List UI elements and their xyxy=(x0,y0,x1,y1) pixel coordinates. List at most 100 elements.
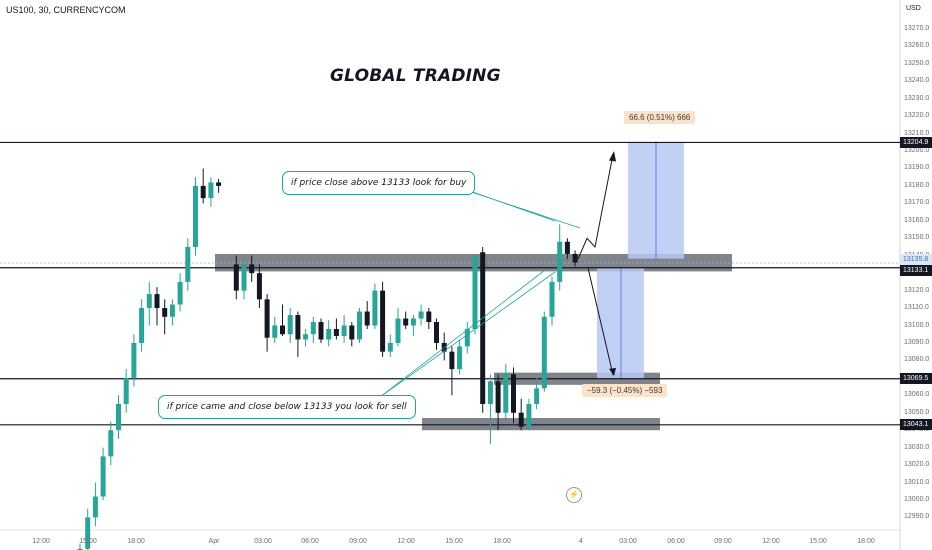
candle-body xyxy=(395,318,401,343)
candle-body xyxy=(318,322,324,340)
price-line-label: 13043.1 xyxy=(900,419,932,431)
price-tick-label: 13030.0 xyxy=(904,443,930,451)
long-position-measure: 66.6 (0.51%) 666 xyxy=(624,111,696,124)
sell-callout-connector-2 xyxy=(379,271,556,398)
candle-body xyxy=(333,328,339,336)
price-tick-label: 13080.0 xyxy=(904,356,930,364)
candle-body xyxy=(208,182,214,199)
candle-body xyxy=(364,311,370,326)
candle-body xyxy=(216,182,222,186)
candle-body xyxy=(534,388,540,405)
candle-body xyxy=(116,404,121,431)
price-tick-label: 13240.0 xyxy=(904,77,930,85)
candle-body xyxy=(357,311,362,340)
candle-body xyxy=(310,322,316,335)
candle-body xyxy=(287,315,293,335)
time-tick-label: 09:00 xyxy=(714,538,732,545)
price-tick-label: 13090.0 xyxy=(904,338,930,346)
candle-body xyxy=(264,299,270,338)
time-tick-label: 06:00 xyxy=(301,538,319,545)
sell-callout[interactable]: if price came and close below 13133 you … xyxy=(158,395,416,419)
time-tick-label: 15:00 xyxy=(809,538,827,545)
price-tick-label: 13230.0 xyxy=(904,94,930,102)
candle-body xyxy=(449,351,455,370)
price-tick-label: 13060.0 xyxy=(904,391,930,399)
candle-body xyxy=(272,325,278,338)
sell-arrow-head xyxy=(609,367,616,376)
price-line-label: 13133.1 xyxy=(900,265,932,277)
price-tick-label: 13050.0 xyxy=(904,408,930,416)
candle-body xyxy=(480,252,486,405)
price-tick-label: 12990.0 xyxy=(904,513,930,521)
candle-body xyxy=(511,374,516,413)
price-tick-label: 13120.0 xyxy=(904,286,930,294)
sell-projection-path xyxy=(587,267,614,375)
candle-body xyxy=(233,264,239,291)
buy-callout[interactable]: if price close above 13133 look for buy xyxy=(282,171,476,195)
time-tick-label: 15:00 xyxy=(79,538,97,545)
candle-body xyxy=(146,294,152,309)
price-tick-label: 13020.0 xyxy=(904,461,930,469)
candle-body xyxy=(418,311,424,319)
time-tick-label: 03:00 xyxy=(254,538,272,545)
currency-label: USD xyxy=(906,5,921,12)
candle-body xyxy=(280,325,285,335)
candle-body xyxy=(410,318,416,326)
candle-body xyxy=(123,377,129,405)
buy-arrow-head xyxy=(609,151,616,162)
candle-body xyxy=(131,342,137,378)
candle-body xyxy=(162,308,168,317)
price-tick-label: 13210.0 xyxy=(904,129,930,137)
candle-body xyxy=(349,325,355,340)
candle-body xyxy=(518,412,524,427)
candle-body xyxy=(241,264,247,291)
candle-body xyxy=(108,430,114,457)
candle-body xyxy=(572,253,578,263)
price-tick-label: 13270.0 xyxy=(904,24,930,32)
candle-body xyxy=(77,548,83,550)
sell-callout-connector xyxy=(379,269,546,398)
price-tick-label: 13190.0 xyxy=(904,164,930,172)
candle-body xyxy=(177,281,183,305)
price-tick-label: 13170.0 xyxy=(904,199,930,207)
time-tick-label: 12:00 xyxy=(32,538,50,545)
price-tick-label: 13110.0 xyxy=(904,304,929,312)
price-tick-label: 13010.0 xyxy=(904,478,930,486)
time-tick-label: 12:00 xyxy=(397,538,415,545)
candle-body xyxy=(85,517,91,549)
candle-body xyxy=(193,185,198,247)
price-tick-label: 13100.0 xyxy=(904,321,930,329)
zone-2 xyxy=(422,417,660,431)
candle-body xyxy=(169,304,175,317)
candle-body xyxy=(434,322,439,343)
candle-body xyxy=(249,264,255,274)
candle-body xyxy=(549,281,555,317)
candle-body xyxy=(495,381,501,413)
candle-body xyxy=(326,328,332,340)
candle-body xyxy=(154,294,160,309)
candle-body xyxy=(487,381,493,405)
time-tick-label: 03:00 xyxy=(619,538,637,545)
candle-body xyxy=(100,456,106,497)
candle-body xyxy=(295,315,301,340)
price-tick-label: 13250.0 xyxy=(904,59,930,67)
price-line-label: 13204.9 xyxy=(900,136,932,148)
candle-body xyxy=(92,496,98,518)
price-tick-label: 13160.0 xyxy=(904,216,930,224)
candle-body xyxy=(426,311,432,323)
time-tick-label: 09:00 xyxy=(349,538,367,545)
candle-body xyxy=(457,346,463,370)
candle-body xyxy=(200,185,206,199)
candle-body xyxy=(185,246,191,282)
candle-body xyxy=(541,316,547,389)
candle-body xyxy=(503,374,509,413)
time-tick-label: 12:00 xyxy=(762,538,780,545)
tradingview-logo-icon[interactable]: ⚡ xyxy=(566,487,582,503)
price-tick-label: 13180.0 xyxy=(904,181,930,189)
price-tick-label: 13000.0 xyxy=(904,496,930,503)
candle-body xyxy=(372,290,378,326)
price-tick-label: 13220.0 xyxy=(904,112,930,120)
candle-body xyxy=(380,290,386,352)
